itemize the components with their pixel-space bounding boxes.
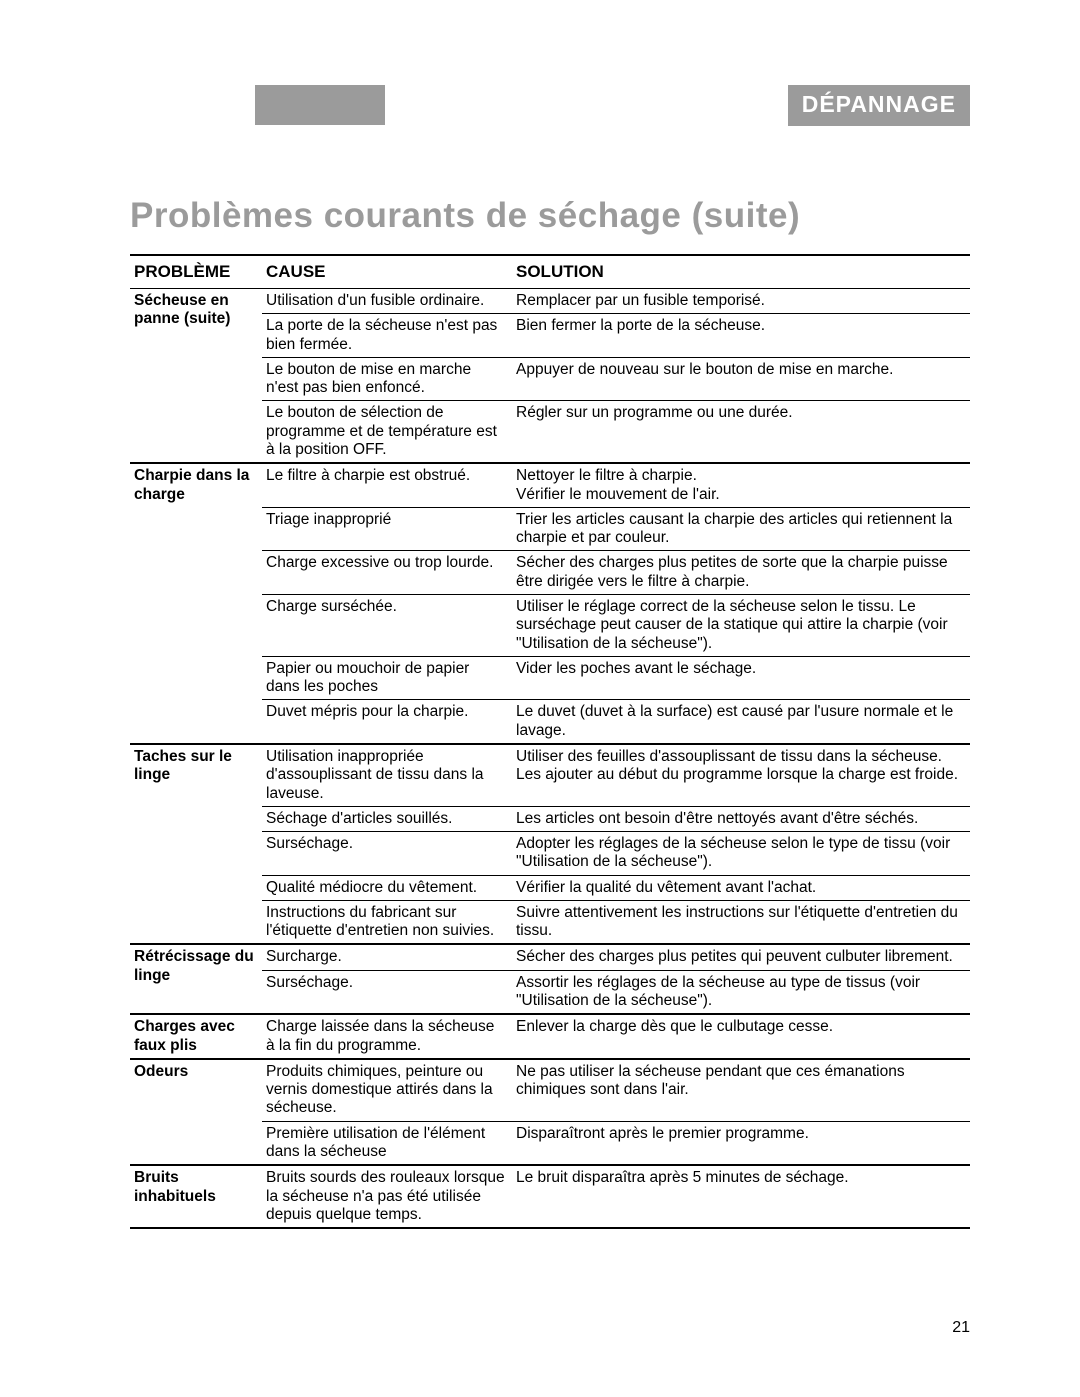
cause-cell: Produits chimiques, peinture ou vernis d…	[262, 1059, 512, 1121]
cause-cell: Surséchage.	[262, 832, 512, 876]
cause-cell: Charge surséchée.	[262, 594, 512, 656]
page-title: Problèmes courants de séchage (suite)	[130, 196, 970, 236]
cause-cell: Séchage d'articles souillés.	[262, 806, 512, 831]
solution-cell: Régler sur un programme ou une durée.	[512, 401, 970, 463]
solution-cell: Vérifier la qualité du vêtement avant l'…	[512, 875, 970, 900]
solution-cell: Bien fermer la porte de la sécheuse.	[512, 314, 970, 358]
solution-cell: Ne pas utiliser la sécheuse pendant que …	[512, 1059, 970, 1121]
table-row: Charges avec faux plisCharge laissée dan…	[130, 1014, 970, 1059]
solution-cell: Suivre attentivement les instructions su…	[512, 900, 970, 944]
solution-cell: Les articles ont besoin d'être nettoyés …	[512, 806, 970, 831]
table-body: Sécheuse en panne (suite)Utilisation d'u…	[130, 289, 970, 1229]
col-header-problem: PROBLÈME	[130, 255, 262, 289]
solution-cell: Adopter les réglages de la sécheuse selo…	[512, 832, 970, 876]
problem-cell: Charpie dans la charge	[130, 463, 262, 744]
problem-cell: Odeurs	[130, 1059, 262, 1165]
cause-cell: Utilisation d'un fusible ordinaire.	[262, 289, 512, 314]
col-header-cause: CAUSE	[262, 255, 512, 289]
section-tab-label: DÉPANNAGE	[788, 85, 970, 126]
problem-cell: Sécheuse en panne (suite)	[130, 289, 262, 464]
cause-cell: Utilisation inappropriée d'assouplissant…	[262, 744, 512, 806]
solution-cell: Utiliser le réglage correct de la sécheu…	[512, 594, 970, 656]
page: DÉPANNAGE Problèmes courants de séchage …	[0, 0, 1080, 1397]
solution-cell: Sécher des charges plus petites qui peuv…	[512, 944, 970, 970]
cause-cell: Surséchage.	[262, 970, 512, 1014]
cause-cell: Le bouton de sélection de programme et d…	[262, 401, 512, 463]
col-header-solution: SOLUTION	[512, 255, 970, 289]
problem-cell: Bruits inhabituels	[130, 1165, 262, 1228]
gray-decor-block	[255, 85, 385, 125]
solution-cell: Le duvet (duvet à la surface) est causé …	[512, 700, 970, 744]
solution-cell: Nettoyer le filtre à charpie.Vérifier le…	[512, 463, 970, 507]
cause-cell: Papier ou mouchoir de papier dans les po…	[262, 656, 512, 700]
cause-cell: Le bouton de mise en marche n'est pas bi…	[262, 357, 512, 401]
cause-cell: Triage inapproprié	[262, 507, 512, 551]
table-row: OdeursProduits chimiques, peinture ou ve…	[130, 1059, 970, 1121]
solution-cell: Trier les articles causant la charpie de…	[512, 507, 970, 551]
cause-cell: Duvet mépris pour la charpie.	[262, 700, 512, 744]
solution-cell: Utiliser des feuilles d'assouplissant de…	[512, 744, 970, 806]
problem-cell: Rétrécissage du linge	[130, 944, 262, 1014]
troubleshooting-table: PROBLÈME CAUSE SOLUTION Sécheuse en pann…	[130, 254, 970, 1229]
solution-cell: Remplacer par un fusible temporisé.	[512, 289, 970, 314]
table-row: Sécheuse en panne (suite)Utilisation d'u…	[130, 289, 970, 314]
solution-cell: Vider les poches avant le séchage.	[512, 656, 970, 700]
table-row: Taches sur le lingeUtilisation inappropr…	[130, 744, 970, 806]
cause-cell: Charge laissée dans la sécheuse à la fin…	[262, 1014, 512, 1059]
solution-cell: Le bruit disparaîtra après 5 minutes de …	[512, 1165, 970, 1228]
solution-cell: Enlever la charge dès que le culbutage c…	[512, 1014, 970, 1059]
page-number: 21	[952, 1319, 970, 1337]
cause-cell: Première utilisation de l'élément dans l…	[262, 1121, 512, 1165]
cause-cell: Instructions du fabricant sur l'étiquett…	[262, 900, 512, 944]
cause-cell: Charge excessive ou trop lourde.	[262, 551, 512, 595]
cause-cell: La porte de la sécheuse n'est pas bien f…	[262, 314, 512, 358]
solution-cell: Disparaîtront après le premier programme…	[512, 1121, 970, 1165]
cause-cell: Le filtre à charpie est obstrué.	[262, 463, 512, 507]
solution-cell: Sécher des charges plus petites de sorte…	[512, 551, 970, 595]
table-row: Bruits inhabituelsBruits sourds des roul…	[130, 1165, 970, 1228]
problem-cell: Taches sur le linge	[130, 744, 262, 945]
table-row: Charpie dans la chargeLe filtre à charpi…	[130, 463, 970, 507]
cause-cell: Qualité médiocre du vêtement.	[262, 875, 512, 900]
table-row: Rétrécissage du lingeSurcharge.Sécher de…	[130, 944, 970, 970]
solution-cell: Assortir les réglages de la sécheuse au …	[512, 970, 970, 1014]
problem-cell: Charges avec faux plis	[130, 1014, 262, 1059]
solution-cell: Appuyer de nouveau sur le bouton de mise…	[512, 357, 970, 401]
header-row: DÉPANNAGE	[130, 85, 970, 126]
table-header-row: PROBLÈME CAUSE SOLUTION	[130, 255, 970, 289]
cause-cell: Bruits sourds des rouleaux lorsque la sé…	[262, 1165, 512, 1228]
cause-cell: Surcharge.	[262, 944, 512, 970]
